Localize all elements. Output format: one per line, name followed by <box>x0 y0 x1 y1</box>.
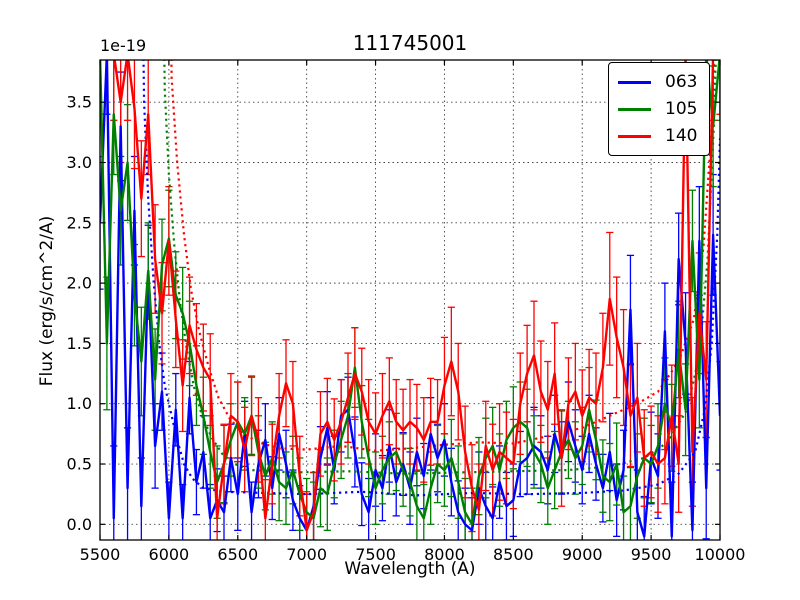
plot-data <box>100 60 720 540</box>
x-tick-labels: 5500 6000 6500 7000 7500 8000 8500 9000 9500 1000… <box>80 545 746 564</box>
legend: 063 105 140 <box>608 62 710 156</box>
series-105-noise-line <box>163 60 717 475</box>
y-axis-offset-label: 1e-19 <box>100 36 147 55</box>
y-tick-labels: 0.0 0.5 1.0 1.5 2.0 2.5 3.0 3.5 <box>67 93 92 534</box>
svg-text:8500: 8500 <box>493 545 534 564</box>
legend-label: 105 <box>665 99 698 119</box>
legend-entry-140: 140 <box>609 123 709 150</box>
legend-line-sample-blue <box>618 81 651 84</box>
legend-entry-105: 105 <box>609 96 709 123</box>
svg-text:3.0: 3.0 <box>67 153 92 172</box>
y-axis-label: Flux (erg/s/cm^2/A) <box>37 215 57 387</box>
legend-line-sample-red <box>618 135 651 138</box>
svg-text:9500: 9500 <box>631 545 672 564</box>
svg-text:0.5: 0.5 <box>67 455 92 474</box>
svg-text:6500: 6500 <box>217 545 258 564</box>
svg-text:1.0: 1.0 <box>67 394 92 413</box>
svg-text:3.5: 3.5 <box>67 93 92 112</box>
series-140-line <box>113 60 715 532</box>
svg-text:8000: 8000 <box>424 545 465 564</box>
series-140-noise-line <box>170 60 715 452</box>
legend-label: 063 <box>665 72 698 92</box>
series-105-line <box>100 60 720 526</box>
svg-text:5500: 5500 <box>80 545 121 564</box>
series-063-line <box>100 60 720 538</box>
legend-label: 140 <box>665 126 698 146</box>
tick-marks <box>99 60 721 540</box>
x-axis-label: Wavelength (A) <box>344 559 476 579</box>
svg-text:7500: 7500 <box>355 545 396 564</box>
svg-text:1.5: 1.5 <box>67 334 92 353</box>
svg-text:6000: 6000 <box>149 545 190 564</box>
plot-title: 111745001 <box>352 31 468 55</box>
svg-text:10000: 10000 <box>695 545 746 564</box>
svg-text:2.0: 2.0 <box>67 274 92 293</box>
svg-text:7000: 7000 <box>286 545 327 564</box>
axes-frame <box>99 59 721 541</box>
svg-text:9000: 9000 <box>562 545 603 564</box>
svg-text:0.0: 0.0 <box>67 515 92 534</box>
legend-entry-063: 063 <box>609 69 709 96</box>
legend-line-sample-green <box>618 108 651 111</box>
svg-text:2.5: 2.5 <box>67 213 92 232</box>
